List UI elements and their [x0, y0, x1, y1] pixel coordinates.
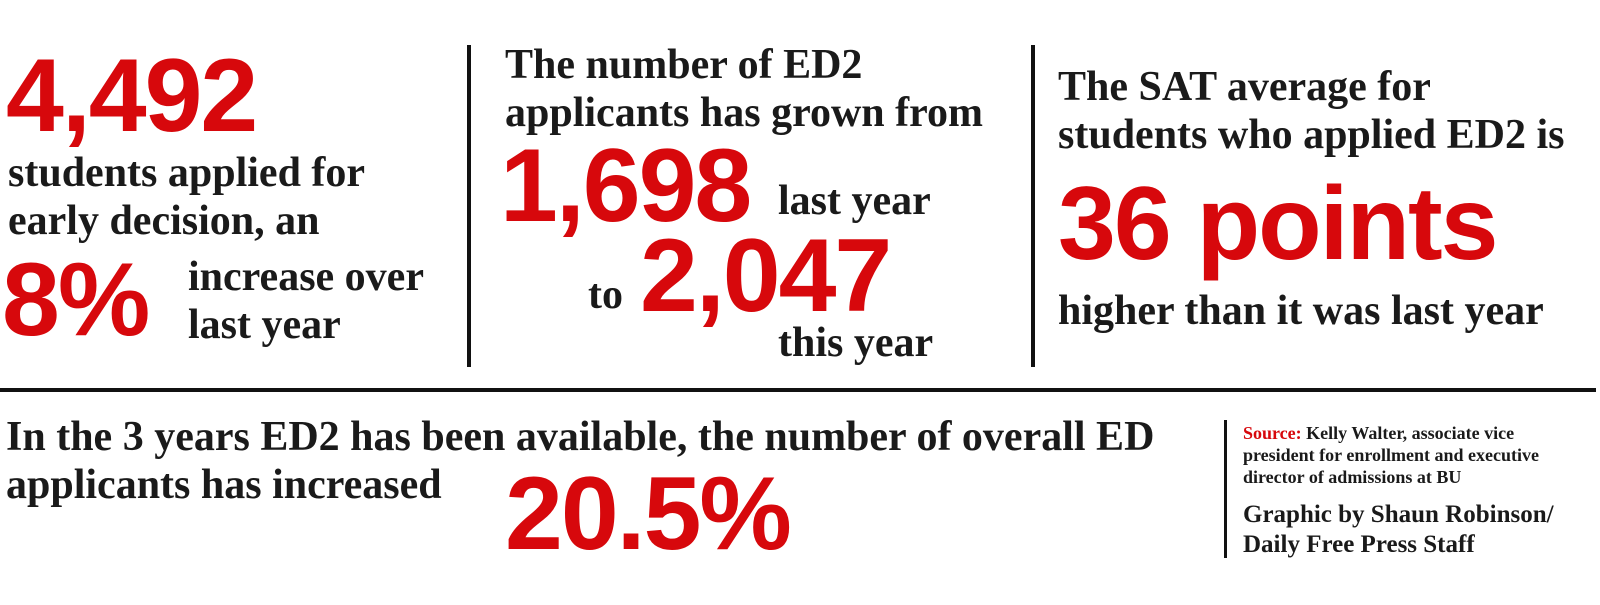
credit-text: Graphic by Shaun Robinson/: [1243, 501, 1554, 528]
stat-number: 2,047: [640, 218, 892, 334]
stat-text: increase over: [188, 254, 424, 300]
divider: [1031, 45, 1035, 367]
source-label: Source:: [1243, 423, 1302, 443]
stat-text: In the 3 years ED2 has been available, t…: [6, 414, 1155, 460]
stat-percent: 20.5%: [505, 456, 792, 572]
stat-text: students who applied ED2 is: [1058, 112, 1565, 158]
stat-text: The SAT average for: [1058, 64, 1431, 110]
stat-text: to: [588, 272, 623, 318]
source-text: director of admissions at BU: [1243, 467, 1462, 487]
stat-percent: 8%: [2, 242, 150, 358]
stat-number: 4,492: [6, 38, 258, 154]
stat-number: 1,698: [500, 128, 752, 244]
stat-text: last year: [778, 178, 931, 224]
stat-text: applicants has grown from: [505, 90, 984, 136]
source-text: Kelly Walter, associate vice: [1306, 423, 1515, 443]
divider: [0, 388, 1596, 392]
stat-text: applicants has increased: [6, 462, 442, 508]
stat-text: students applied for: [8, 150, 366, 196]
divider: [467, 45, 471, 367]
stat-text: this year: [778, 320, 934, 366]
credit-text: Daily Free Press Staff: [1243, 531, 1475, 558]
stat-text: last year: [188, 302, 341, 348]
stat-text: higher than it was last year: [1058, 288, 1544, 334]
stat-text: The number of ED2: [505, 42, 863, 88]
source-text: president for enrollment and executive: [1243, 445, 1539, 465]
source-line: Source: Kelly Walter, associate vice: [1243, 424, 1514, 442]
stat-number: 36 points: [1058, 166, 1499, 282]
divider: [1224, 420, 1227, 558]
stat-text: early decision, an: [8, 198, 320, 244]
